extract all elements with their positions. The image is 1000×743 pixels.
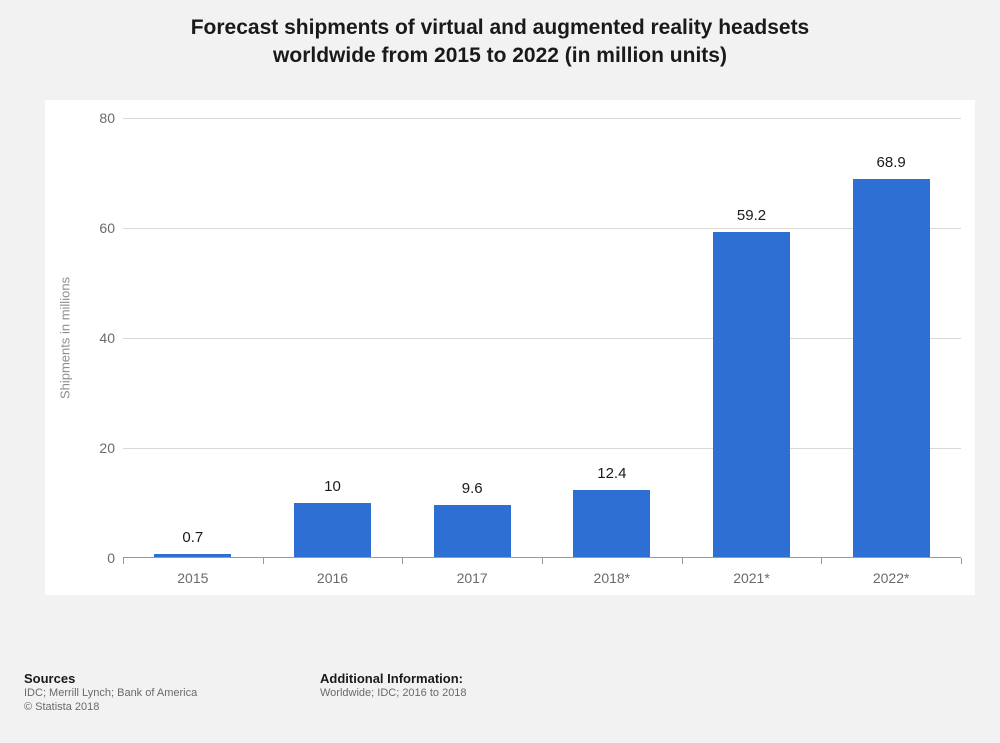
bar-value-label: 10 <box>324 478 341 495</box>
bar-value-label: 9.6 <box>462 480 483 497</box>
additional-line1: Worldwide; IDC; 2016 to 2018 <box>320 686 467 700</box>
x-tick-mark <box>542 558 543 564</box>
x-axis-line <box>123 557 961 558</box>
bar <box>573 490 650 558</box>
y-axis-label: Shipments in millions <box>58 277 73 399</box>
sources-line1: IDC; Merrill Lynch; Bank of America <box>24 686 197 700</box>
ytick-label: 0 <box>83 550 115 566</box>
xtick-label: 2021* <box>733 570 770 586</box>
x-tick-mark <box>402 558 403 564</box>
x-tick-mark <box>682 558 683 564</box>
xtick-label: 2015 <box>177 570 208 586</box>
xtick-label: 2017 <box>457 570 488 586</box>
gridline <box>123 228 961 229</box>
xtick-label: 2018* <box>594 570 631 586</box>
bar-value-label: 12.4 <box>597 465 626 482</box>
plot-area: 0.7 10 9.6 12.4 59.2 68.9 <box>123 118 961 558</box>
gridline <box>123 338 961 339</box>
bar-value-label: 68.9 <box>877 154 906 171</box>
bar-value-label: 0.7 <box>182 529 203 546</box>
chart-title-line2: worldwide from 2015 to 2022 (in million … <box>273 44 727 67</box>
xtick-label: 2022* <box>873 570 910 586</box>
ytick-label: 60 <box>83 220 115 236</box>
chart-title: Forecast shipments of virtual and augmen… <box>0 0 1000 71</box>
sources-heading: Sources <box>24 671 197 686</box>
chart-title-line1: Forecast shipments of virtual and augmen… <box>191 16 810 39</box>
bar <box>294 503 371 558</box>
gridline <box>123 448 961 449</box>
ytick-label: 40 <box>83 330 115 346</box>
bar <box>853 179 930 558</box>
gridline <box>123 118 961 119</box>
x-tick-mark <box>821 558 822 564</box>
footer-sources: Sources IDC; Merrill Lynch; Bank of Amer… <box>24 671 197 715</box>
x-tick-mark <box>123 558 124 564</box>
x-tick-mark <box>263 558 264 564</box>
sources-line2: © Statista 2018 <box>24 700 197 714</box>
bar <box>434 505 511 558</box>
ytick-label: 80 <box>83 110 115 126</box>
ytick-label: 20 <box>83 440 115 456</box>
page-root: Forecast shipments of virtual and augmen… <box>0 0 1000 743</box>
bar-value-label: 59.2 <box>737 207 766 224</box>
footer-additional: Additional Information: Worldwide; IDC; … <box>320 671 467 700</box>
chart-area: Shipments in millions 0.7 10 9.6 12.4 59.2 68… <box>45 100 975 595</box>
bar <box>713 232 790 558</box>
x-tick-mark <box>961 558 962 564</box>
chart-footer: Sources IDC; Merrill Lynch; Bank of Amer… <box>0 657 1000 743</box>
xtick-label: 2016 <box>317 570 348 586</box>
additional-heading: Additional Information: <box>320 671 467 686</box>
